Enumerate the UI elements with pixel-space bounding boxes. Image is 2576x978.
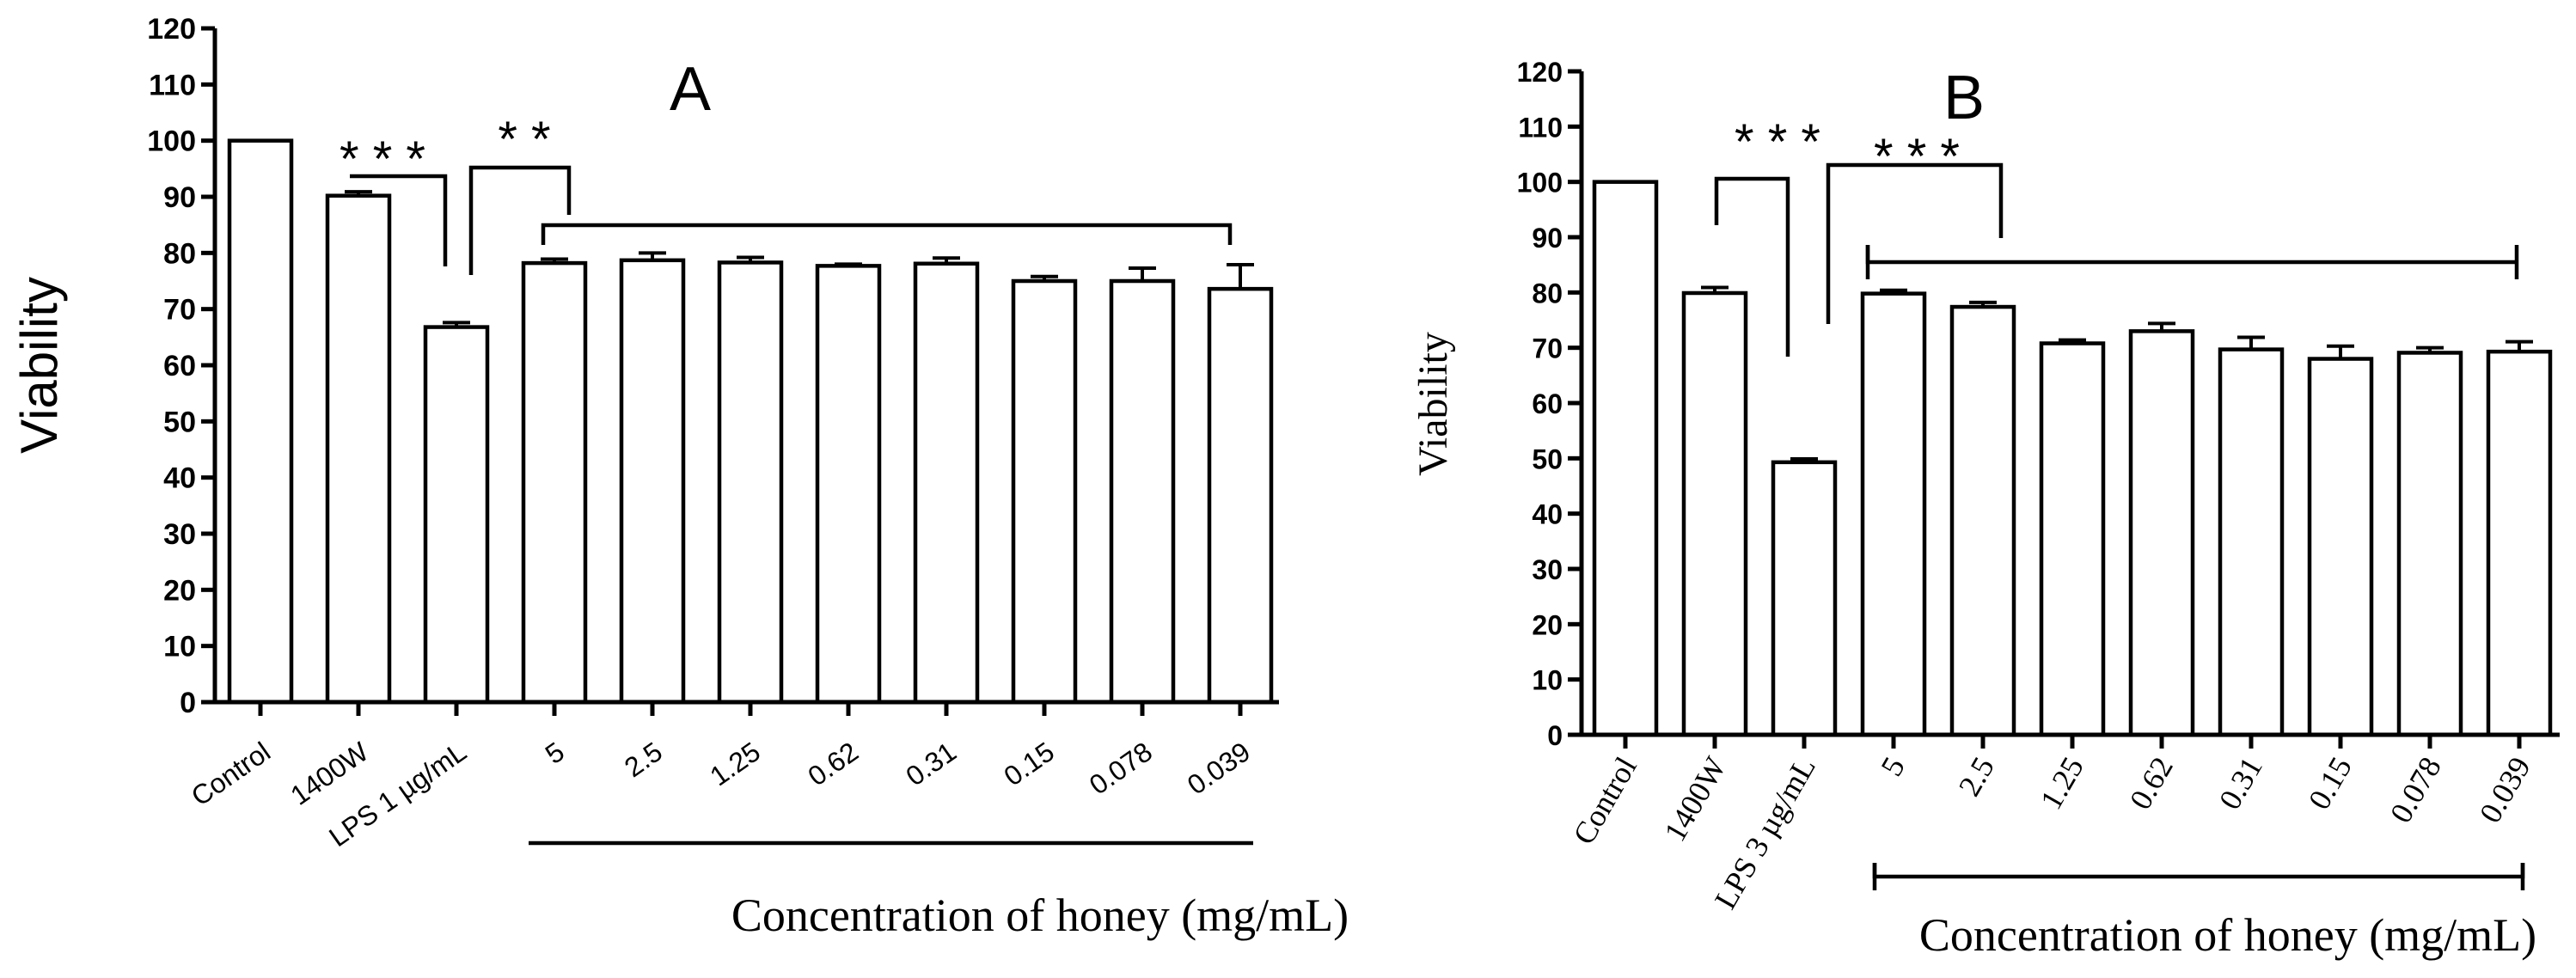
y-tick-label: 60 (163, 350, 196, 382)
y-tick-label: 100 (1517, 168, 1563, 199)
x-tick-label: 0.15 (998, 736, 1060, 792)
y-tick-label: 110 (149, 69, 196, 101)
bar-5 (521, 260, 588, 705)
sig-bracket-b-1 (1714, 176, 1790, 357)
bar-0.15 (2307, 357, 2374, 737)
bar-0.039 (2486, 349, 2553, 737)
sig-stars-b-2: * * * (1874, 129, 1960, 185)
x-tick-label: 0.15 (2302, 751, 2359, 816)
x-tick-label: 1.25 (2034, 751, 2090, 816)
sig-stars-a-1: * * * (340, 131, 425, 187)
bar-LPS 1 µg/mL (423, 325, 490, 705)
bar-1400W (1681, 290, 1748, 737)
x-tick-label: 1400W (285, 736, 374, 811)
x-tick-label: 0.31 (900, 736, 962, 792)
y-tick-label: 20 (1532, 609, 1563, 640)
y-tick-label: 60 (1532, 388, 1563, 419)
bar-Control (227, 138, 294, 705)
sig-stars-b-1: * * * (1735, 114, 1820, 170)
x-axis-label-b: Concentration of honey (mg/mL) (1919, 909, 2536, 961)
x-tick-label: 0.31 (2212, 751, 2269, 816)
bar-Control (1592, 180, 1659, 737)
bar-0.31 (2218, 347, 2285, 737)
y-tick-label: 20 (163, 574, 196, 607)
bar-5 (1860, 291, 1927, 737)
y-tick-label: 10 (163, 631, 196, 663)
bar-0.039 (1207, 286, 1274, 705)
bars-a (227, 138, 1274, 705)
x-tick-label: 2.5 (1952, 751, 2001, 802)
bar-2.5 (619, 258, 686, 705)
bar-LPS 3 µg/mL (1771, 460, 1838, 737)
y-tick-label: 80 (1532, 278, 1563, 309)
y-tick-label: 10 (1532, 665, 1563, 696)
x-tick-label: 0.039 (2473, 751, 2537, 828)
y-axis-label-a: Viability (10, 277, 68, 454)
x-tick-label: 5 (540, 736, 570, 770)
y-ticks-a: 0 10 20 30 40 50 60 70 80 90 100 110 120 (147, 13, 215, 719)
y-tick-label: 90 (1532, 223, 1563, 254)
y-tick-label: 0 (180, 687, 196, 719)
sig-bracket-a-1 (350, 174, 448, 266)
x-tick-label: 5 (1874, 751, 1912, 782)
y-tick-label: 50 (1532, 443, 1563, 474)
y-tick-label: 70 (1532, 333, 1563, 364)
y-tick-label: 120 (1517, 57, 1563, 88)
sig-bracket-a-2 (468, 165, 572, 275)
x-tick-label: Control (186, 736, 276, 812)
x-tick-label: 0.078 (2383, 751, 2448, 828)
x-tick-label: 0.62 (2123, 751, 2180, 816)
chart-panel-a: A Viability 0 10 20 30 40 50 60 70 80 90 100 110 120… (10, 13, 1349, 941)
y-tick-label: 50 (163, 406, 196, 438)
x-tick-label: 0.078 (1084, 736, 1158, 800)
y-tick-label: 40 (1532, 499, 1563, 530)
y-tick-label: 100 (147, 125, 196, 158)
panel-label-b: B (1943, 64, 1985, 132)
x-tick-label: 0.62 (802, 736, 864, 792)
x-tick-label: 1.25 (704, 736, 766, 792)
bar-0.078 (2396, 351, 2463, 737)
panel-label-a: A (670, 55, 711, 124)
y-tick-label: 80 (163, 237, 196, 270)
x-tick-label: Control (1566, 751, 1643, 850)
x-tick-label: 0.039 (1182, 736, 1256, 800)
bar-1.25 (717, 260, 784, 705)
honey-range-bracket-a (541, 223, 1233, 245)
y-ticks-b: 0 10 20 30 40 50 60 70 80 90 100 110 120 (1517, 57, 1582, 751)
y-tick-label: 120 (147, 13, 196, 46)
honey-group-bracket-b (1872, 863, 2525, 879)
y-tick-label: 90 (163, 181, 196, 214)
bars-b (1592, 180, 2553, 737)
x-axis-label-a: Concentration of honey (mg/mL) (731, 889, 1349, 941)
y-tick-label: 110 (1518, 112, 1563, 143)
bar-0.31 (913, 261, 980, 705)
bar-0.62 (2128, 329, 2195, 737)
bar-0.078 (1109, 278, 1176, 705)
honey-range-bracket-b (1865, 245, 2519, 279)
x-tick-label: 2.5 (619, 736, 668, 783)
y-tick-label: 30 (163, 518, 196, 551)
y-tick-label: 40 (163, 462, 196, 495)
bar-1400W (325, 193, 392, 705)
chart-panel-b: B Viability 0 10 20 30 40 50 60 70 80 90 100 110 120… (1410, 57, 2560, 961)
sig-stars-a-2: * * (498, 112, 550, 168)
bar-1.25 (2039, 341, 2106, 737)
y-axis-label-b: Viability (1410, 332, 1456, 476)
y-tick-label: 30 (1532, 554, 1563, 585)
x-tick-label: 1400W (1657, 751, 1733, 847)
bar-0.15 (1011, 278, 1078, 705)
sig-bracket-b-2 (1826, 162, 2004, 324)
bar-2.5 (1949, 304, 2016, 737)
bar-0.62 (815, 264, 882, 705)
y-tick-label: 0 (1547, 720, 1563, 751)
y-tick-label: 70 (163, 294, 196, 327)
